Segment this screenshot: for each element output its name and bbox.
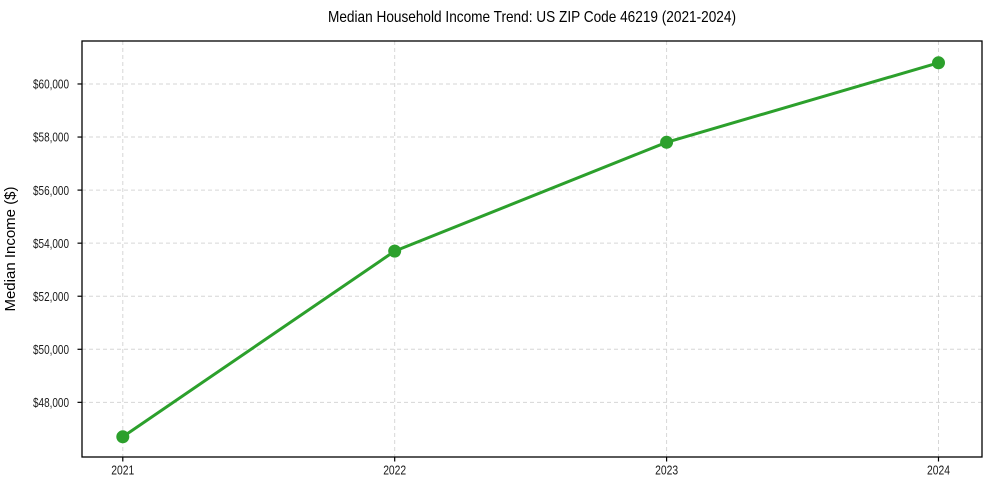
x-tick-label: 2021: [111, 463, 134, 478]
data-line: [121, 61, 940, 439]
y-tick-label: $60,000: [33, 77, 69, 92]
y-tick-label: $48,000: [33, 395, 69, 410]
data-point-marker: [388, 244, 402, 258]
y-axis-label: Median Income ($): [2, 186, 19, 311]
data-point-marker: [116, 430, 130, 444]
chart-title: Median Household Income Trend: US ZIP Co…: [328, 9, 736, 26]
data-point-marker: [660, 135, 674, 149]
y-tick-label: $54,000: [33, 236, 69, 251]
data-point-marker: [932, 56, 945, 70]
y-tick-label: $58,000: [33, 130, 69, 145]
x-tick-label: 2024: [927, 463, 950, 478]
plot-area: 2021 2022 2023 2024 $48,000 $50,000 $52,000 $54…: [33, 40, 983, 478]
y-tick-label: $50,000: [33, 342, 69, 357]
y-tick-label: $52,000: [33, 289, 69, 304]
y-tick-label: $56,000: [33, 183, 69, 198]
x-tick-label: 2022: [383, 463, 406, 478]
plot-border: [81, 40, 983, 458]
x-tick-label: 2023: [655, 463, 678, 478]
